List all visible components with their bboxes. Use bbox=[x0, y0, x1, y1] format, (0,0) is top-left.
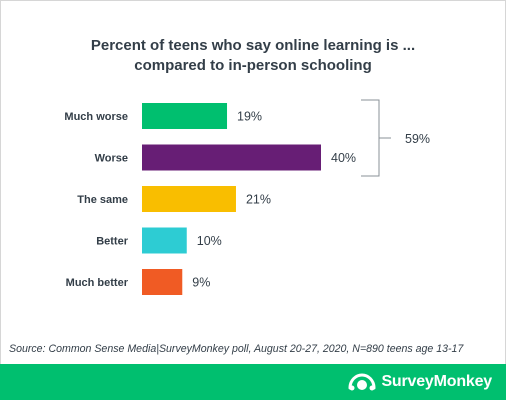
bracket-label: 59% bbox=[405, 132, 430, 146]
category-label-the-same: The same bbox=[77, 194, 128, 206]
value-label-much-worse: 19% bbox=[237, 110, 262, 124]
value-label-better: 10% bbox=[197, 234, 222, 248]
bar-much-worse bbox=[142, 103, 228, 129]
source-note: Source: Common Sense Media|SurveyMonkey … bbox=[9, 343, 464, 355]
bracket-line bbox=[361, 99, 380, 177]
bar-better bbox=[142, 227, 187, 254]
chart-title: Percent of teens who say online learning… bbox=[0, 36, 506, 76]
bar-worse bbox=[142, 144, 321, 171]
value-label-worse: 40% bbox=[331, 151, 356, 165]
bar-the-same bbox=[142, 186, 236, 212]
surveymonkey-logo-icon bbox=[348, 373, 376, 391]
surveymonkey-logo: SurveyMonkey bbox=[347, 370, 492, 394]
chart-title-line-1: Percent of teens who say online learning… bbox=[90, 37, 416, 54]
value-label-much-better: 9% bbox=[192, 276, 210, 290]
category-label-better: Better bbox=[96, 236, 129, 248]
value-label-the-same: 21% bbox=[246, 193, 271, 207]
footer-bar: SurveyMonkey bbox=[0, 364, 506, 400]
bar-much-better bbox=[142, 269, 183, 295]
category-label-worse: Worse bbox=[95, 153, 128, 165]
surveymonkey-logo-text: SurveyMonkey bbox=[381, 373, 492, 390]
bar-chart: Much worse 19% Worse 40% The same 21% Better 10… bbox=[64, 99, 430, 295]
chart-title-line-2: compared to in-person schooling bbox=[134, 57, 372, 74]
category-label-much-better: Much better bbox=[66, 277, 129, 289]
category-label-much-worse: Much worse bbox=[64, 111, 128, 123]
